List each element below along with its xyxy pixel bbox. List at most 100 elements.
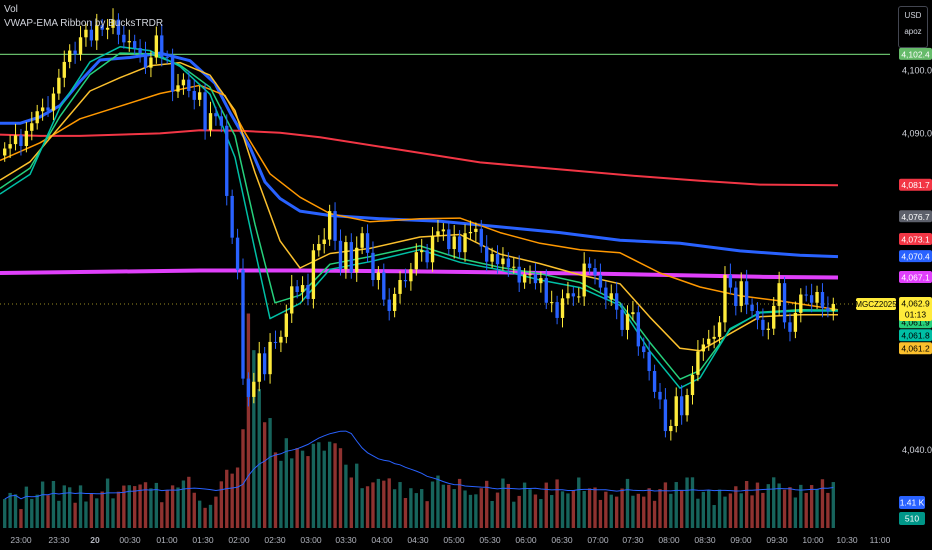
candle-body [214,113,218,117]
candle-body [669,426,673,432]
volume-bar [772,477,776,528]
volume-bar [809,485,814,528]
volume-bar [322,450,326,528]
candle-body [587,263,592,268]
candle-body [160,35,164,57]
volume-bar [219,481,224,528]
volume-bar [436,475,440,528]
volume-bar [777,483,781,528]
volume-bar [344,464,348,528]
volume-bar [571,490,576,528]
candle-body [392,293,397,311]
candle-body [165,56,169,58]
x-tick-label: 06:00 [515,535,537,545]
volume-bar [663,482,668,528]
ribbon-line-6 [0,46,838,389]
volume-bar [658,489,662,528]
volume-bar [636,493,641,528]
candle-body [311,250,316,299]
candle-body [322,239,326,244]
price-label-text: 4,081.7 [901,180,930,190]
ribbon-line-0 [0,51,839,259]
candle-body [598,274,603,288]
volume-bar [788,487,792,528]
volume-bar [376,478,381,528]
candle-body [8,144,12,149]
candle-body [506,258,511,268]
volume-bar [262,422,267,528]
volume-bar [522,482,527,528]
x-tick-label: 06:30 [551,535,573,545]
candle-body [51,93,56,111]
volume-bar [755,482,760,528]
volume-bar [782,489,787,528]
indicator-legend[interactable]: VWAP-EMA Ribbon by BucksTRDR [4,18,164,29]
candle-body [831,304,835,311]
volume-legend[interactable]: Vol [4,4,18,15]
price-label-text: 4,102.4 [901,49,930,59]
candle-body [73,50,77,55]
volume-bar [300,450,305,528]
volume-bar [279,460,283,528]
candle-body [799,294,803,313]
candle-body [815,292,819,303]
volume-bar [441,484,446,528]
price-label-bg [899,47,932,60]
volume-bar [587,488,592,528]
x-tick-label: 01:00 [156,535,178,545]
volume-bar [382,480,386,528]
ribbon-line-1 [0,129,839,187]
price-label-bg [899,329,932,342]
ribbon-line-5 [0,52,839,380]
candle-body [690,374,695,396]
price-label-text: 4,070.4 [901,252,930,262]
candle-body [696,351,700,375]
candle-body [290,286,294,314]
candle-body [679,396,684,416]
candle-body [257,353,261,382]
volume-bar [506,483,511,528]
currency-box[interactable]: USD apoz [898,6,928,48]
volume-ma-label: 510 [905,514,919,524]
candle-body [739,281,743,306]
volume-bar [463,490,467,528]
time-axis: 23:00 23:30 20 00:30 01:00 01:30 02:00 02:30 03:… [10,535,890,545]
candle-body [295,286,299,293]
candle-body [116,19,121,35]
x-tick-label: 04:30 [407,535,429,545]
volume-bar [701,491,705,528]
candle-body [452,236,456,250]
candle-body [636,312,641,347]
volume-bar [560,491,565,528]
candle-body [203,92,207,131]
volume-bar [712,505,716,528]
candle-body [793,312,798,332]
volume-bar [338,448,343,528]
candle-body [78,37,83,55]
candle-body [604,287,608,300]
volume-bar [566,493,570,528]
volume-bar [8,492,12,528]
symbol-badge-text: MGCZ2025 [855,300,897,309]
ribbon-line-4 [0,61,838,352]
x-tick-label: 01:30 [192,535,214,545]
candle-body [414,252,418,270]
candle-body [219,116,224,126]
candle-body [127,41,131,43]
candle-body [772,305,776,329]
candle-body [647,352,651,372]
candle-body [750,304,754,311]
volume-bar [582,490,586,528]
candle-body [652,371,657,392]
volume-bar [642,496,646,528]
price-label-bg [899,250,932,263]
volume-bar [327,441,332,528]
volume-bar [116,491,121,528]
candle-body [192,91,196,100]
candle-body [501,258,505,265]
candle-body [642,346,646,353]
candle-body [138,48,142,54]
candle-body [268,341,272,375]
